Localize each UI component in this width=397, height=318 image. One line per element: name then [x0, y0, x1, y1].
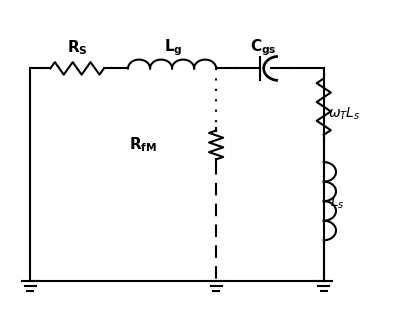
- Text: $L_s$: $L_s$: [330, 195, 344, 211]
- Text: $\mathbf{L_g}$: $\mathbf{L_g}$: [164, 38, 182, 59]
- Text: $\omega_T L_s$: $\omega_T L_s$: [328, 106, 360, 122]
- Text: $\mathbf{R_S}$: $\mathbf{R_S}$: [67, 39, 88, 58]
- Text: $\mathbf{C_{gs}}$: $\mathbf{C_{gs}}$: [250, 38, 276, 59]
- Text: $\mathbf{R_{fM}}$: $\mathbf{R_{fM}}$: [129, 135, 157, 154]
